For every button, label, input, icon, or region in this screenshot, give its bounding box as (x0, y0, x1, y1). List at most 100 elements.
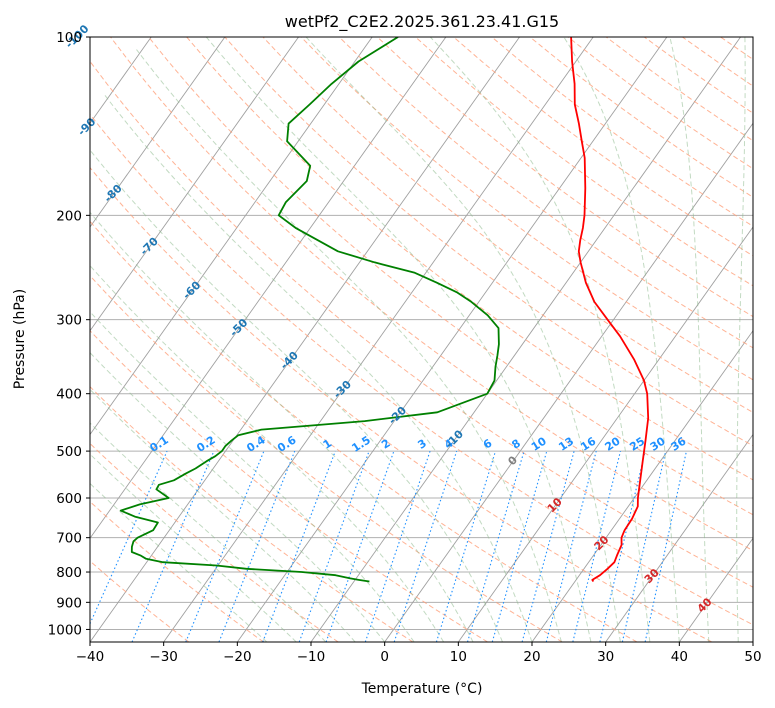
dry-adiabat-line (186, 37, 753, 481)
dry-adiabat-line (90, 560, 190, 642)
mixing-ratio-line (364, 450, 431, 642)
x-axis-label: Temperature (°C) (361, 681, 483, 697)
dry-adiabat-line (415, 37, 753, 287)
dry-adiabat-line (262, 37, 753, 413)
background-lines (0, 37, 775, 642)
moist-adiabat-line (90, 311, 415, 642)
dry-adiabat-line (682, 37, 753, 87)
y-tick-label: 300 (56, 313, 82, 329)
mixing-ratio-label: 3 (415, 437, 429, 452)
mixing-ratio-line (621, 450, 667, 642)
mixing-ratio-line (599, 450, 646, 642)
dry-adiabat-line (90, 330, 488, 642)
mixing-ratio-line (572, 450, 622, 642)
moist-adiabat-line (90, 482, 268, 642)
moist-adiabat-line (669, 37, 710, 642)
isotherm-line (678, 537, 753, 642)
line-labels: 0.1 0.2 0.4 0.6 1 1.5 2 3 4 6 8 10 13 16 20 25 30 36-100-… (63, 22, 715, 615)
isotherm-label: -40 (278, 349, 301, 372)
dry-adiabat-line (90, 220, 638, 642)
y-tick-label: 600 (56, 491, 82, 507)
moist-adiabat-line (429, 37, 651, 642)
y-tick-label: 900 (56, 595, 82, 611)
x-tick-label: 30 (597, 649, 614, 665)
moist-adiabat-line (305, 37, 621, 642)
mixing-ratio-line (90, 450, 168, 626)
mixing-ratio-line (521, 450, 575, 642)
dry-adiabat-line (300, 37, 753, 381)
x-tick-label: −30 (149, 649, 178, 665)
temperature-line (570, 37, 650, 583)
mixing-ratio-line (644, 450, 687, 642)
plot-frame (89, 36, 754, 643)
y-tick-label: 1000 (48, 622, 82, 638)
isotherm-line (0, 37, 4, 642)
mixing-ratio-label: 6 (481, 436, 495, 451)
y-tick-label: 500 (56, 444, 82, 460)
dry-adiabat-line (338, 37, 753, 349)
isotherm-line (236, 37, 668, 642)
moist-adiabat-line (103, 94, 533, 642)
mixing-ratio-label: 1 (321, 437, 335, 452)
isotherm-label: -30 (331, 378, 354, 401)
isotherm-line (605, 433, 753, 642)
isotherm-line (752, 641, 753, 642)
isotherm-label: 40 (695, 595, 715, 615)
axis-ticks: −40 −30 −20 −10 0 10 20 30 40 5010020030040050060… (48, 30, 762, 665)
isotherm-label: -70 (138, 235, 161, 258)
isotherm-label: -60 (180, 278, 203, 301)
isotherm-line (531, 329, 753, 642)
x-tick-label: 50 (744, 649, 761, 665)
moist-adiabat-line (90, 264, 445, 642)
y-tick-label: 800 (56, 565, 82, 581)
y-tick-label: 700 (56, 531, 82, 547)
mixing-ratio-line (466, 450, 525, 642)
x-tick-label: 40 (671, 649, 688, 665)
mixing-ratio-line (298, 450, 370, 642)
isotherm-label: 20 (592, 533, 612, 553)
moist-adiabat-line (90, 422, 327, 642)
isotherm-line (384, 122, 753, 642)
dry-adiabat-line (90, 274, 563, 642)
dry-adiabat-line (759, 37, 775, 642)
isotherm-line (310, 37, 741, 642)
y-tick-label: 100 (56, 30, 82, 46)
dry-adiabat-line (491, 37, 753, 227)
isotherm-line (163, 37, 594, 642)
mixing-ratio-line (435, 450, 497, 642)
moist-adiabat-line (90, 211, 474, 642)
mixing-ratio-label: 1.5 (349, 433, 372, 455)
mixing-ratio-line (491, 450, 548, 642)
x-tick-label: −10 (297, 649, 326, 665)
x-tick-label: −40 (76, 649, 105, 665)
y-tick-label: 400 (56, 387, 82, 403)
moist-adiabat-line (563, 37, 680, 642)
isotherm-label: 0 (505, 453, 520, 468)
dry-adiabat-line (90, 385, 414, 642)
dry-adiabat-line (377, 37, 753, 318)
isotherm-line (457, 226, 753, 642)
isotherm-line (90, 37, 520, 642)
isotherm-label: -20 (386, 404, 409, 427)
dry-adiabat-line (90, 113, 753, 626)
dry-adiabat-line (90, 166, 712, 642)
mixing-ratio-label: 0.6 (275, 433, 299, 455)
y-axis-label: Pressure (hPa) (12, 289, 28, 389)
isotherm-label: -90 (75, 115, 98, 138)
dewpoint-line (119, 37, 500, 583)
y-tick-label: 200 (56, 208, 82, 224)
dry-adiabat-line (90, 60, 753, 588)
mixing-ratio-line (218, 450, 296, 642)
dry-adiabat-line (453, 37, 753, 257)
mixing-ratio-line (325, 450, 395, 642)
isotherm-line (90, 37, 299, 332)
mixing-ratio-label: 0.2 (194, 433, 217, 455)
chart-title: wetPf2_C2E2.2025.361.23.41.G15 (285, 12, 559, 32)
x-tick-label: 10 (450, 649, 467, 665)
mixing-ratio-line (262, 450, 336, 642)
x-tick-label: 0 (380, 649, 389, 665)
moist-adiabat-line (90, 352, 386, 642)
x-tick-label: 20 (523, 649, 540, 665)
isotherm-label: 30 (642, 566, 662, 586)
dry-adiabat-line (644, 37, 753, 114)
